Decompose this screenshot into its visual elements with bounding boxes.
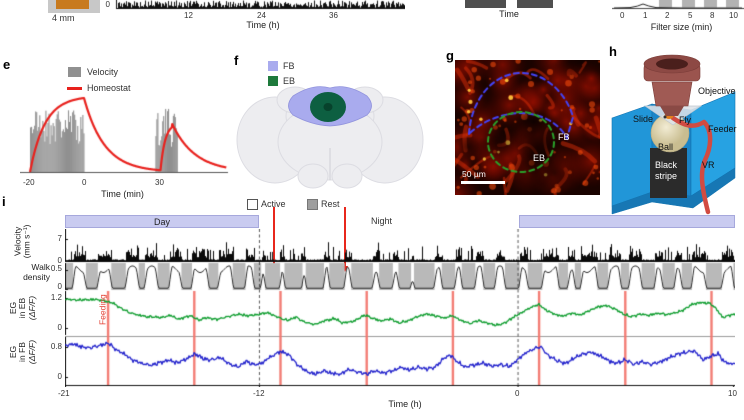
timebar-label: Time: [499, 9, 519, 19]
objective-bore: [656, 58, 688, 70]
panel-g-letter: g: [446, 48, 454, 63]
i-fb-tick-08: 0.8: [50, 342, 62, 351]
i-eb-tick-0: 0: [57, 323, 62, 332]
e-xtick-0: 0: [82, 178, 87, 187]
photo-scalebar-label: 4 mm: [52, 13, 75, 23]
i-xtick-m21: -21: [58, 389, 70, 398]
fly-head: [663, 115, 667, 119]
filter-xtick-1: 1: [643, 11, 648, 20]
homeostat-plot-canvas: [20, 92, 230, 176]
g-scalebar-label: 50 µm: [462, 169, 486, 179]
i-eb-tick-12: 1.2: [50, 293, 62, 302]
e-legend-velocity-label: Velocity: [87, 67, 119, 77]
i-xtick-m12: -12: [253, 389, 265, 398]
e-legend-homeostat-label: Homeostat: [87, 83, 131, 93]
cropped-photo-object: [56, 0, 89, 9]
objective-tip: [660, 106, 684, 116]
i-walk-tick-0: 0: [57, 282, 62, 291]
e-legend-velocity-swatch: [68, 67, 81, 77]
brain-diagram: [236, 86, 424, 189]
i-xlabel: Time (h): [388, 399, 422, 409]
i-xtick-10: 10: [728, 389, 737, 398]
i-vel-tick-0: 0: [57, 256, 62, 265]
panel-e-letter: e: [3, 57, 11, 72]
topvel-xtick-12: 12: [184, 11, 193, 20]
i-fb-axis-label: EG in FB (ΔF/F): [7, 339, 37, 365]
feeder-tube: [670, 115, 713, 215]
topvel-xtick-36: 36: [329, 11, 338, 20]
i-vel-tick-7: 7: [57, 234, 62, 243]
vr-setup-diagram: Objective Slide Fly Feeder Ball VR Black…: [611, 54, 737, 215]
i-walk-axis-label: Walk density: [23, 262, 50, 282]
timebar-gap: [506, 0, 517, 8]
i-xtick-0: 0: [515, 389, 520, 398]
g-scalebar: [461, 181, 505, 184]
topvel-xlabel: Time (h): [246, 20, 280, 30]
e-legend-homeostat-swatch: [67, 87, 82, 90]
h-ball-label: Ball: [658, 142, 673, 152]
eb-region-core: [323, 103, 333, 111]
i-walk-tick-05: 0.5: [50, 264, 62, 273]
i-vel-axis-label: Velocity (mm s⁻¹): [12, 224, 32, 259]
cropped-photo: [48, 0, 100, 13]
h-blackstripe-label-2: stripe: [655, 171, 677, 181]
filter-xtick-10: 10: [729, 11, 738, 20]
h-blackstripe-label-1: Black: [655, 160, 678, 170]
topvel-trace-canvas: [115, 0, 405, 10]
filter-plot-canvas: [612, 0, 744, 10]
night-label: Night: [371, 216, 393, 226]
f-legend-eb-swatch: [268, 76, 278, 86]
i-legend-rest-swatch: [307, 199, 318, 210]
topvel-ytick: 0: [105, 0, 110, 9]
day2-band: [519, 215, 735, 228]
g-fb-label: FB: [558, 132, 570, 142]
brain-bottom-left-lobe: [297, 163, 329, 189]
filter-xtick-0: 0: [620, 11, 625, 20]
i-legend-active-swatch: [247, 199, 258, 210]
panel-h-letter: h: [609, 44, 617, 59]
feeding-label: Feeding: [97, 294, 108, 326]
i-fb-tick-0: 0: [57, 372, 62, 381]
panel-f-letter: f: [234, 53, 239, 68]
h-objective-label: Objective: [698, 86, 736, 96]
timebar: [465, 0, 553, 8]
panel-i-letter: i: [2, 194, 6, 209]
g-eb-label: EB: [533, 153, 546, 163]
brain-bottom-right-lobe: [331, 163, 363, 189]
filter-xtick-2: 2: [665, 11, 670, 20]
h-slide-label: Slide: [633, 114, 653, 124]
filter-xtick-8: 8: [710, 11, 715, 20]
h-feeder-label: Feeder: [708, 124, 737, 134]
e-xtick-30: 30: [155, 178, 164, 187]
timeseries-canvas: [65, 229, 735, 387]
microscopy-image-canvas: [455, 60, 600, 195]
filter-xtick-5: 5: [688, 11, 693, 20]
i-legend-active-label: Active: [261, 199, 286, 209]
e-xlabel: Time (min): [101, 189, 144, 199]
filter-xlabel: Filter size (min): [650, 22, 713, 32]
e-xtick-m20: -20: [23, 178, 35, 187]
objective-group: [643, 54, 701, 116]
h-fly-label: Fly: [679, 115, 691, 125]
day1-band: Day: [65, 215, 259, 228]
f-legend-fb-label: FB: [283, 61, 295, 71]
f-legend-fb-swatch: [268, 61, 278, 71]
f-legend-eb-label: EB: [283, 76, 296, 86]
i-legend-rest-label: Rest: [321, 199, 340, 209]
black-stripe: [650, 148, 687, 198]
h-vr-label: VR: [702, 160, 715, 170]
objective-body: [651, 81, 693, 107]
topvel-xtick-24: 24: [257, 11, 266, 20]
